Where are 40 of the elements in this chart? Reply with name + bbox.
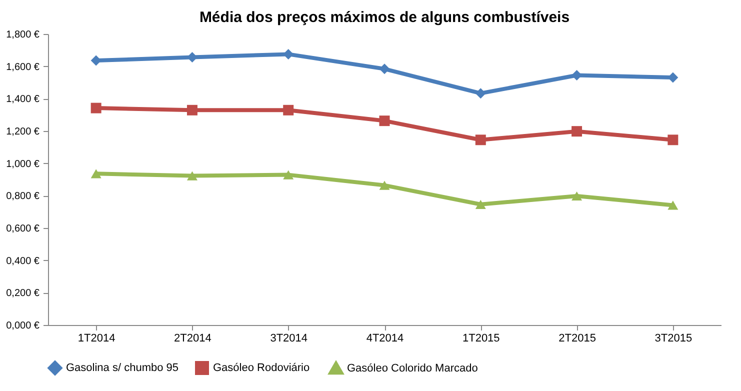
point bbox=[90, 169, 102, 178]
point bbox=[90, 102, 102, 114]
y-tick-label: 1,400 € bbox=[6, 94, 40, 106]
point bbox=[668, 134, 678, 146]
x-tick-label: 2T2014 bbox=[174, 332, 212, 344]
x-tick-label: 2T2015 bbox=[558, 332, 596, 344]
y-tick-label: 1,600 € bbox=[6, 62, 40, 73]
y-tick-label: 1,800 € bbox=[6, 30, 40, 40]
point bbox=[379, 180, 390, 190]
legend-label: Gasolina s/ chumbo 95 bbox=[66, 362, 179, 374]
point bbox=[379, 116, 390, 126]
point bbox=[475, 88, 486, 99]
point bbox=[668, 72, 678, 83]
point bbox=[186, 104, 198, 116]
point bbox=[475, 134, 486, 146]
point bbox=[283, 170, 294, 180]
point bbox=[90, 55, 102, 66]
y-tick-label: 1,200 € bbox=[6, 126, 40, 138]
y-tick-label: 0,800 € bbox=[6, 191, 40, 202]
point bbox=[668, 200, 678, 210]
y-tick-label: 0,600 € bbox=[6, 224, 40, 234]
point bbox=[572, 126, 582, 137]
point bbox=[379, 64, 390, 74]
y-tick-label: 0,200 € bbox=[6, 288, 40, 300]
chart-title: Média dos preços máximos de alguns combustíveis bbox=[199, 9, 570, 26]
point bbox=[186, 171, 198, 180]
legend-label: Gasóleo Colorido Marcado bbox=[347, 362, 478, 374]
point bbox=[572, 191, 582, 201]
x-tick-label: 3T2015 bbox=[654, 332, 692, 344]
point bbox=[283, 48, 294, 60]
x-tick-label: 4T2014 bbox=[366, 332, 404, 344]
point bbox=[283, 104, 294, 116]
y-tick-label: 0,000 € bbox=[6, 320, 40, 332]
x-tick-label: 3T2014 bbox=[270, 332, 308, 344]
x-tick-label: 1T2015 bbox=[462, 332, 500, 344]
point bbox=[475, 200, 486, 209]
legend-label: Gasóleo Rodoviário bbox=[213, 362, 310, 374]
y-tick-label: 1,000 € bbox=[6, 158, 40, 170]
x-tick-label: 1T2014 bbox=[78, 332, 116, 344]
y-tick-label: 0,400 € bbox=[6, 256, 40, 267]
